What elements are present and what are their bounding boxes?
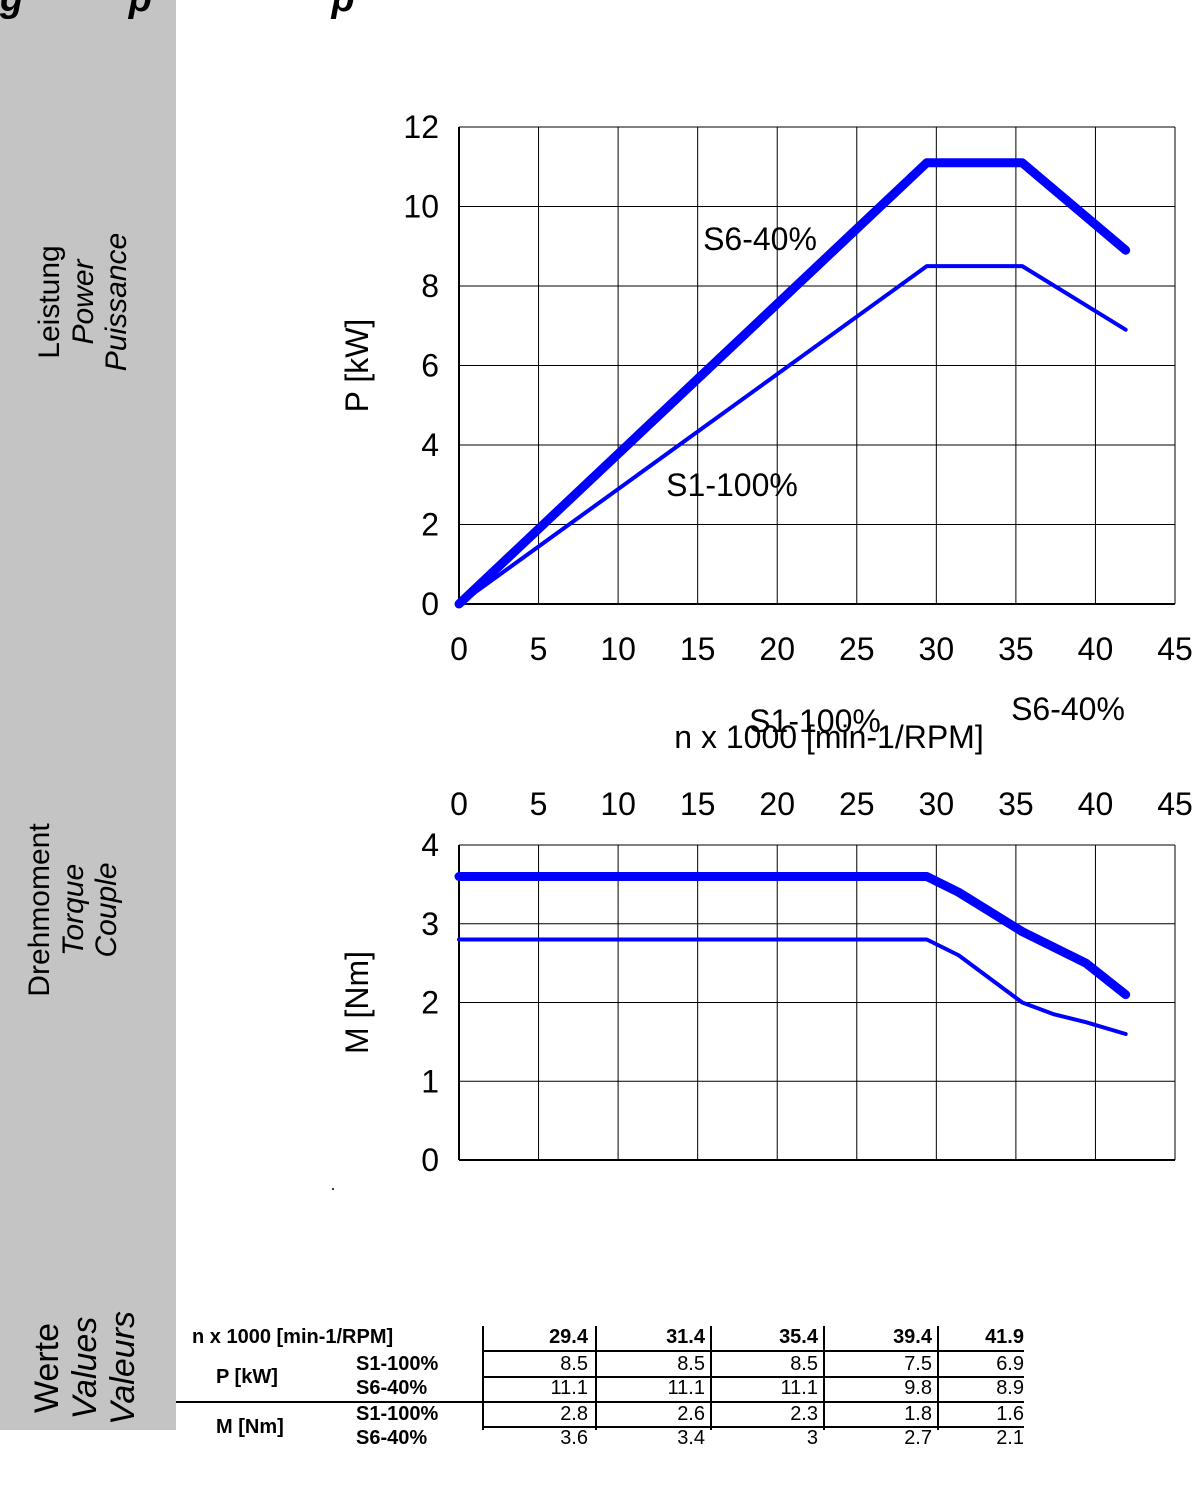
- torque-chart-xtick-label-4: 20: [759, 786, 795, 822]
- torque-chart-curve-label-1: S1-100%: [749, 703, 881, 739]
- torque-chart-series-s6-40--line: [454, 872, 1131, 1000]
- power-chart-ytick-label-1: 2: [421, 507, 439, 543]
- table-cell-0-1-4: 8.9: [996, 1377, 1024, 1399]
- power-chart-ytick-label-0: 0: [421, 586, 439, 622]
- power-chart-xtick-label-6: 30: [919, 631, 955, 667]
- torque-chart-ytick-label-2: 2: [421, 985, 439, 1021]
- table-cell-0-1-2: 11.1: [780, 1377, 818, 1399]
- table-cell-1-0-3: 1.8: [904, 1403, 932, 1425]
- table-cell-1-0-4: 1.6: [996, 1403, 1024, 1425]
- power-chart-ytick-label-3: 6: [421, 348, 439, 384]
- power-chart-curve-label-0: S6-40%: [703, 221, 817, 257]
- table-row-name-0-1: S6-40%: [356, 1377, 428, 1399]
- power-chart-xtick-label-5: 25: [839, 631, 875, 667]
- page-title-fragment: g p p: [0, 0, 355, 21]
- table-header-col-4: 41.9: [985, 1326, 1024, 1348]
- table-col-line-4: [937, 1326, 939, 1430]
- table-cell-0-0-0: 8.5: [560, 1353, 588, 1375]
- torque-chart-xtick-label-5: 25: [839, 786, 875, 822]
- table-rule-row-3: [482, 1426, 1024, 1428]
- table-row-name-1-1: S6-40%: [356, 1427, 428, 1449]
- table-cell-0-0-4: 6.9: [996, 1353, 1024, 1375]
- power-chart-xtick-label-7: 35: [998, 631, 1034, 667]
- torque-chart-ytick-label-0: 0: [421, 1142, 439, 1178]
- table-group-label-0: P [kW]: [216, 1366, 278, 1388]
- power-chart-ylabel: P [kW]: [339, 319, 375, 413]
- table-cell-1-1-0: 3.6: [560, 1427, 588, 1449]
- table-cell-1-0-2: 2.3: [790, 1403, 818, 1425]
- torque-chart-xtick-label-1: 5: [530, 786, 548, 822]
- table-cell-1-0-0: 2.8: [560, 1403, 588, 1425]
- power-chart-ytick-label-2: 4: [421, 427, 439, 463]
- power-chart-xtick-label-4: 20: [759, 631, 795, 667]
- power-chart-xtick-label-3: 15: [680, 631, 716, 667]
- table-header-col-2: 35.4: [779, 1326, 818, 1348]
- table-cell-1-1-3: 2.7: [904, 1427, 932, 1449]
- torque-chart-xtick-label-6: 30: [919, 786, 955, 822]
- table-header-label: n x 1000 [min-1/RPM]: [192, 1326, 394, 1348]
- torque-chart-ytick-label-3: 3: [421, 906, 439, 942]
- torque-chart-xtick-label-7: 35: [998, 786, 1034, 822]
- torque-chart-ytick-label-1: 1: [421, 1063, 439, 1099]
- table-col-line-2: [710, 1326, 712, 1430]
- table-cell-0-1-3: 9.8: [904, 1377, 932, 1399]
- table-col-line-0: [482, 1326, 484, 1430]
- power-chart-xtick-label-0: 0: [450, 631, 468, 667]
- sidebar-panel: [0, 0, 176, 1430]
- power-chart-series-s6-40--line: [454, 158, 1131, 609]
- torque-chart-series-s1-100--line: [457, 937, 1128, 1036]
- power-chart-xtick-label-2: 10: [600, 631, 636, 667]
- power-chart-ytick-label-6: 12: [403, 109, 439, 145]
- table-cell-1-1-4: 2.1: [996, 1427, 1024, 1449]
- power-chart-xlabel: n x 1000 [min-1/RPM]: [674, 719, 983, 755]
- power-chart-xtick-label-9: 45: [1157, 631, 1193, 667]
- table-cell-0-1-0: 11.1: [550, 1377, 588, 1399]
- table-cell-1-0-1: 2.6: [677, 1403, 705, 1425]
- table-row-name-0-0: S1-100%: [356, 1353, 439, 1375]
- torque-chart-ylabel: M [Nm]: [339, 951, 375, 1054]
- power-chart-xtick-label-8: 40: [1078, 631, 1114, 667]
- power-chart-ytick-label-4: 8: [421, 268, 439, 304]
- torque-chart-xtick-label-2: 10: [600, 786, 636, 822]
- table-cell-0-0-1: 8.5: [677, 1353, 705, 1375]
- power-chart-series-s1-100--line: [457, 264, 1128, 606]
- table-col-line-1: [595, 1326, 597, 1430]
- torque-chart-xtick-label-0: 0: [450, 786, 468, 822]
- torque-chart-xtick-label-9: 45: [1157, 786, 1193, 822]
- table-rule-group: [176, 1401, 1024, 1403]
- table-cell-0-0-2: 8.5: [790, 1353, 818, 1375]
- table-rule-header: [482, 1350, 1024, 1352]
- table-col-line-3: [823, 1326, 825, 1430]
- table-header-col-0: 29.4: [549, 1326, 588, 1348]
- table-cell-0-0-3: 7.5: [904, 1353, 932, 1375]
- torque-chart-ytick-label-4: 4: [421, 827, 439, 863]
- table-header-col-1: 31.4: [666, 1326, 705, 1348]
- stray-dot: [332, 1188, 334, 1190]
- table-header-col-3: 39.4: [893, 1326, 932, 1348]
- power-chart-xtick-label-1: 5: [530, 631, 548, 667]
- table-group-label-1: M [Nm]: [216, 1416, 284, 1438]
- table-row-name-1-0: S1-100%: [356, 1403, 439, 1425]
- torque-chart-curve-label-0: S6-40%: [1011, 691, 1125, 727]
- table-cell-0-1-1: 11.1: [667, 1377, 705, 1399]
- table-rule-row-1: [482, 1376, 1024, 1378]
- table-cell-1-1-2: 3: [806, 1427, 818, 1449]
- table-cell-1-1-1: 3.4: [677, 1427, 705, 1449]
- torque-chart-xtick-label-8: 40: [1078, 786, 1114, 822]
- power-chart-ytick-label-5: 10: [403, 189, 439, 225]
- power-chart-curve-label-1: S1-100%: [666, 467, 798, 503]
- torque-chart-xtick-label-3: 15: [680, 786, 716, 822]
